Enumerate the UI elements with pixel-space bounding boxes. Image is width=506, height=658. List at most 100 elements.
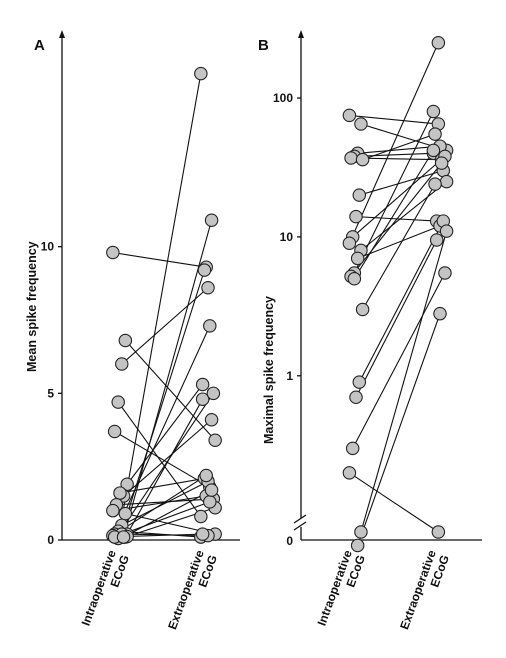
data-point-extraoperative <box>439 174 454 189</box>
data-point-intraoperative <box>349 209 363 224</box>
data-point-intraoperative <box>344 151 358 165</box>
data-point-intraoperative <box>352 375 367 389</box>
data-point-extraoperative <box>203 319 217 333</box>
data-point-intraoperative <box>113 486 127 500</box>
connector-line <box>355 239 438 398</box>
data-point-intraoperative <box>107 424 122 439</box>
data-point-extraoperative <box>433 306 447 321</box>
panel-b-connector-lines <box>348 42 448 546</box>
data-point-intraoperative <box>349 390 363 405</box>
panel-a-mean-spike-frequency: A Mean spike frequency 0 5 10 Intraoperati… <box>25 30 240 631</box>
data-point-intraoperative <box>342 466 357 480</box>
connector-line <box>352 272 446 449</box>
x-category-label-line: Extraoperative <box>397 548 439 631</box>
y-tick-label: 100 <box>273 91 293 105</box>
data-point-extraoperative <box>428 177 442 191</box>
data-point-intraoperative <box>350 538 365 553</box>
data-point-extraoperative <box>203 495 217 509</box>
panel-a-y-ticks: 0 5 10 <box>41 240 62 547</box>
connector-line <box>349 472 439 533</box>
y-tick-label: 10 <box>41 240 55 254</box>
data-point-extraoperative <box>194 66 208 81</box>
data-point-extraoperative <box>438 266 452 280</box>
panel-b-axis-break-mark-1 <box>293 514 307 524</box>
connector-line <box>121 287 209 365</box>
connector-line <box>124 340 216 441</box>
data-point-extraoperative <box>195 392 210 406</box>
data-point-intraoperative <box>116 530 131 544</box>
connector-line <box>123 489 212 538</box>
data-point-extraoperative <box>204 213 219 228</box>
connector-line <box>126 398 204 535</box>
data-point-extraoperative <box>426 143 441 158</box>
data-point-extraoperative <box>208 433 222 448</box>
data-point-extraoperative <box>204 412 219 427</box>
panel-b-axis-break-mark-2 <box>293 521 307 531</box>
data-point-extraoperative <box>429 233 444 247</box>
y-tick-label-zero: 0 <box>286 534 293 548</box>
data-point-intraoperative <box>354 525 368 539</box>
panel-a-data-points <box>106 66 222 546</box>
y-tick-label: 0 <box>47 533 54 547</box>
data-point-intraoperative <box>354 117 368 131</box>
connector-line <box>117 73 202 539</box>
x-category-label-line: Intraoperative <box>79 548 119 628</box>
connector-line <box>353 150 434 280</box>
data-point-extraoperative <box>197 263 212 277</box>
data-point-extraoperative <box>426 104 441 119</box>
connector-line <box>114 325 211 535</box>
y-tick-label: 5 <box>47 386 54 400</box>
data-point-intraoperative <box>352 188 367 202</box>
panel-b-y-axis-title: Maximal spike frequency <box>262 296 276 444</box>
data-point-intraoperative <box>347 271 362 286</box>
connector-line <box>114 430 211 488</box>
data-point-intraoperative <box>115 357 129 371</box>
connector-line <box>349 114 439 125</box>
connector-line <box>358 220 444 383</box>
connector-line <box>115 393 214 538</box>
data-point-extraoperative <box>428 127 442 141</box>
panel-b-maximal-spike-frequency: B Maximal spike frequency 1 10 100 0 Intrao… <box>258 30 482 631</box>
connector-line <box>350 162 443 277</box>
connector-line <box>117 401 202 517</box>
connector-line <box>123 220 213 538</box>
connector-line <box>357 145 441 154</box>
connector-line <box>362 183 436 310</box>
data-point-extraoperative <box>201 280 215 295</box>
connector-line <box>353 111 434 274</box>
connector-line <box>360 231 448 533</box>
connector-line <box>127 533 203 538</box>
panel-b-data-points <box>342 36 454 553</box>
panel-a-label: A <box>34 37 45 54</box>
data-point-intraoperative <box>342 108 357 123</box>
connector-line <box>112 251 207 268</box>
y-tick-label: 1 <box>286 369 293 383</box>
panel-a-y-axis-title: Mean spike frequency <box>25 241 39 372</box>
data-point-extraoperative <box>195 377 210 392</box>
data-point-extraoperative <box>194 509 208 524</box>
panel-b-y-axis-arrowhead <box>298 30 304 38</box>
data-point-extraoperative <box>439 224 454 238</box>
data-point-extraoperative <box>199 468 213 483</box>
data-point-extraoperative <box>431 525 446 539</box>
panel-b-label: B <box>258 37 269 54</box>
panel-a-connector-lines <box>112 73 216 539</box>
data-point-extraoperative <box>206 386 221 401</box>
connector-line <box>357 313 441 546</box>
x-category-label-line: Intraoperative <box>315 548 355 628</box>
data-point-extraoperative <box>431 36 446 50</box>
data-point-extraoperative <box>204 483 219 497</box>
panel-a-y-axis-arrowhead <box>59 30 65 38</box>
x-category-label-line: Extraoperative <box>165 548 207 631</box>
data-point-intraoperative <box>342 236 357 251</box>
data-point-extraoperative <box>434 156 449 170</box>
data-point-intraoperative <box>118 506 133 521</box>
data-point-intraoperative <box>106 245 120 260</box>
data-point-intraoperative <box>355 302 370 317</box>
data-point-intraoperative <box>355 152 370 167</box>
